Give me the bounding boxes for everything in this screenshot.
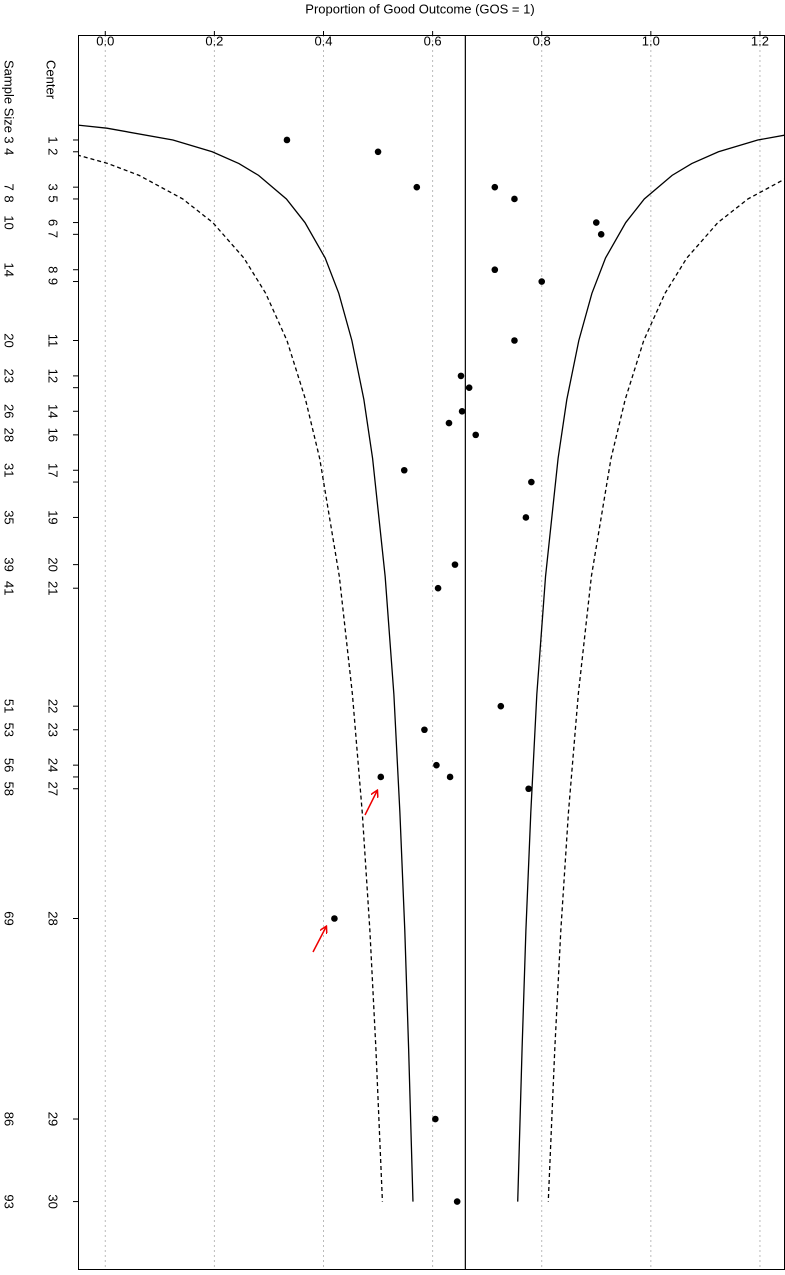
- point: [511, 195, 518, 203]
- point: [525, 785, 532, 793]
- y-tick-label: 4: [2, 148, 17, 155]
- x-tick-label: 0.8: [533, 33, 551, 48]
- x-tick-label: 1.2: [751, 33, 769, 48]
- plot-frame: [78, 35, 785, 1270]
- point: [445, 419, 453, 427]
- point: [400, 466, 408, 474]
- y-tick-label: 20: [2, 333, 17, 347]
- y-tick-label: 10: [2, 215, 17, 229]
- point: [511, 337, 518, 344]
- control-limit: [517, 134, 785, 1202]
- center-tick-label: 19: [46, 510, 61, 524]
- points: [283, 136, 605, 1205]
- y-tick-label: 86: [2, 1112, 17, 1126]
- point: [457, 372, 465, 380]
- annotation-arrow: [312, 927, 326, 953]
- point: [446, 773, 454, 781]
- center-tick-label: 22: [46, 699, 61, 713]
- x-tick-label: 0.2: [205, 33, 223, 48]
- center-tick-label: 30: [46, 1194, 61, 1208]
- point: [491, 183, 499, 191]
- y-tick-label: 51: [2, 699, 17, 713]
- center-tick-label: 24: [46, 758, 61, 772]
- x-tick-label: 0.6: [424, 33, 442, 48]
- point: [434, 584, 442, 592]
- center-tick-label: 12: [46, 369, 61, 383]
- y-tick-label: 26: [2, 404, 17, 418]
- x-tick-label: 0.0: [96, 33, 114, 48]
- center-tick-label: 1: [46, 136, 61, 143]
- point: [538, 278, 546, 285]
- point: [451, 561, 459, 568]
- point: [374, 148, 382, 156]
- y-axis-title: Sample Size: [2, 60, 17, 133]
- y-tick-label: 7: [2, 184, 17, 191]
- center-tick-label: 11: [46, 334, 61, 348]
- center-tick-label: 7: [46, 231, 61, 238]
- center-tick-label: 17: [46, 463, 61, 477]
- x-tick-label: 0.4: [314, 33, 332, 48]
- y-tick-label: 56: [2, 758, 17, 772]
- y-tick-label: 39: [2, 557, 17, 571]
- center-tick-label: 14: [46, 404, 61, 418]
- center-tick-label: 21: [46, 581, 61, 595]
- point: [522, 514, 530, 521]
- grid: [104, 35, 761, 1270]
- funnel-limits: [78, 124, 785, 1202]
- point: [491, 266, 499, 274]
- control-limit: [547, 178, 785, 1202]
- center-tick-label: 3: [46, 184, 61, 191]
- x-tick-label: 1.0: [642, 33, 660, 48]
- center-tick-label: 29: [46, 1112, 61, 1126]
- point: [472, 431, 480, 439]
- center-tick-label: 20: [46, 557, 61, 571]
- y-tick-label: 3: [2, 136, 17, 143]
- point: [421, 726, 428, 734]
- point: [597, 231, 605, 238]
- point: [377, 773, 385, 781]
- point: [331, 915, 338, 922]
- point: [458, 407, 466, 415]
- y-tick-label: 31: [2, 463, 17, 477]
- center-tick-label: 27: [46, 782, 61, 796]
- point: [497, 702, 505, 710]
- point: [528, 478, 535, 486]
- center-tick-label: 23: [46, 723, 61, 737]
- y-tick-label: 93: [2, 1194, 17, 1208]
- chart-title: Proportion of Good Outcome (GOS = 1): [305, 1, 534, 16]
- y-tick-label: 28: [2, 428, 17, 442]
- point: [453, 1198, 461, 1205]
- control-limit: [78, 154, 384, 1202]
- point: [432, 1115, 439, 1123]
- center-tick-label: 5: [46, 195, 61, 202]
- control-limit: [78, 124, 414, 1202]
- annotation-arrow: [364, 791, 377, 816]
- y-tick-label: 41: [2, 581, 17, 595]
- center-tick-label: 28: [46, 911, 61, 925]
- point: [413, 183, 421, 191]
- y-tick-label: 14: [2, 262, 17, 276]
- center-axis-title: Center: [44, 60, 59, 100]
- point: [465, 384, 473, 391]
- y-tick-label: 53: [2, 723, 17, 737]
- point: [283, 136, 291, 144]
- y-tick-label: 35: [2, 510, 17, 524]
- center-tick-label: 8: [46, 266, 61, 273]
- center-tick-label: 6: [46, 219, 61, 226]
- point: [433, 761, 440, 769]
- y-tick-label: 8: [2, 195, 17, 202]
- center-tick-label: 2: [46, 148, 61, 155]
- center-tick-label: 9: [46, 278, 61, 285]
- y-tick-label: 58: [2, 782, 17, 796]
- y-tick-label: 23: [2, 369, 17, 383]
- y-tick-label: 69: [2, 911, 17, 925]
- center-tick-label: 16: [46, 428, 61, 442]
- point: [592, 219, 600, 226]
